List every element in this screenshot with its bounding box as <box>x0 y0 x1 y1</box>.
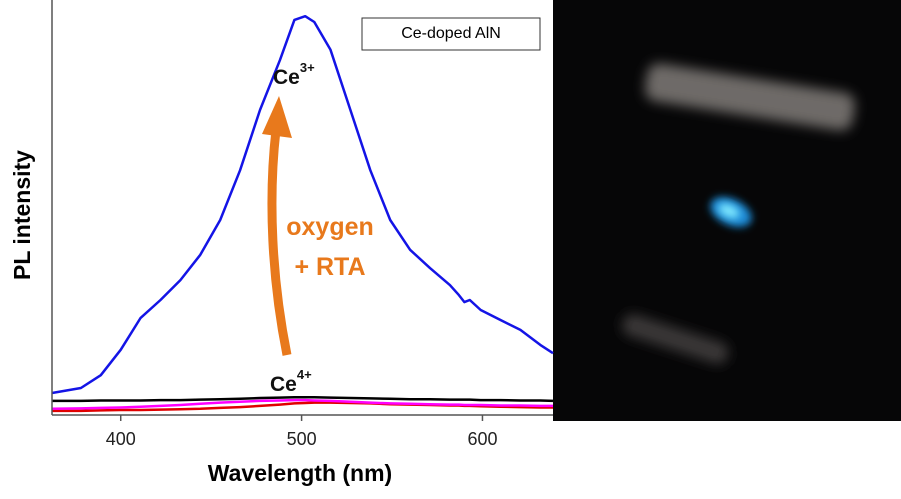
annotation: Ce4+ <box>270 367 312 395</box>
annotation-text: oxygen <box>286 213 374 241</box>
x-axis-label: Wavelength (nm) <box>208 460 392 486</box>
series-line <box>52 395 554 403</box>
x-tick-label: 400 <box>106 429 136 449</box>
annotation-superscript: 3+ <box>300 60 315 75</box>
annotation-text: Ce <box>270 373 297 396</box>
x-tick-label: 600 <box>467 429 497 449</box>
annotation: oxygen <box>286 213 374 241</box>
annotation: + RTA <box>294 253 365 281</box>
annotation-superscript: 4+ <box>297 367 312 382</box>
photo-glow <box>718 203 740 219</box>
arrow <box>267 129 292 356</box>
plot <box>51 14 554 413</box>
photo <box>553 0 901 421</box>
y-axis-label: PL intensity <box>9 150 35 280</box>
annotation-text: Ce <box>273 66 300 89</box>
annotation: Ce3+ <box>273 60 315 88</box>
legend-title: Ce-doped AlN <box>401 25 501 42</box>
x-tick-label: 500 <box>287 429 317 449</box>
legend-box <box>361 17 541 51</box>
series-line <box>51 398 553 411</box>
annotation-text: + RTA <box>294 253 365 281</box>
photo-bar <box>622 314 729 364</box>
photo-bar <box>645 63 855 131</box>
series-line <box>51 14 554 395</box>
arrow-head <box>262 96 292 138</box>
